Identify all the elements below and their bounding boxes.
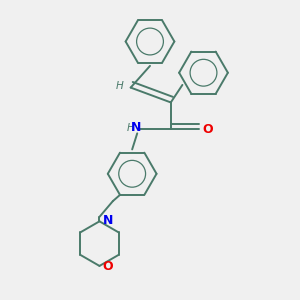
Text: N: N <box>131 121 141 134</box>
Text: H: H <box>116 81 123 91</box>
Text: O: O <box>103 260 113 273</box>
Text: O: O <box>202 123 213 136</box>
Text: N: N <box>103 214 113 227</box>
Text: H: H <box>127 123 135 133</box>
